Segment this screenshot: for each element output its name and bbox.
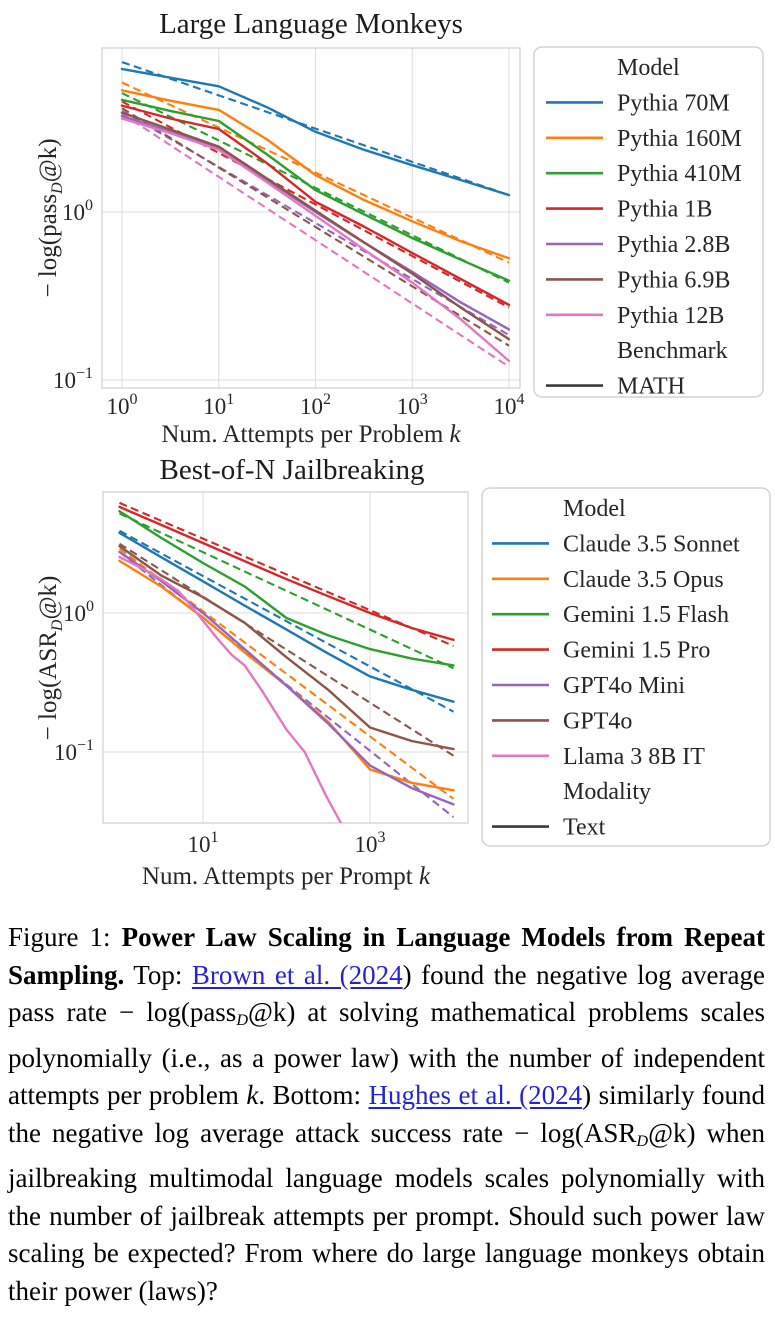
legend-label: GPT4o Mini [563,673,685,699]
legend: Model Pythia 70M Pythia 160M Pythia 410M Pyt… [533,46,764,400]
fit-line-pythia-160m [121,81,510,264]
fit-line-pythia-12b [121,112,510,368]
legend-label: Pythia 410M [617,161,742,187]
x-tick-label: 104 [494,391,525,419]
legend-label: MATH [617,374,685,400]
series-line-pythia-160m [120,89,511,260]
y-tick-label: 100 [63,598,94,626]
caption-text: k [246,1080,259,1111]
series-line-llama-3-8b-it [118,555,343,823]
series-line-pythia-70m [120,67,511,197]
series-line-gemini-1-5-pro [118,505,455,642]
legend-label: Pythia 1B [617,197,712,223]
legend-label: Pythia 2.8B [617,232,730,258]
legend-label: Pythia 70M [617,90,730,116]
citation-link[interactable]: Brown et al. (2024 [191,959,403,990]
legend-header: Benchmark [617,338,728,364]
legend-label: Gemini 1.5 Pro [563,638,710,664]
legend: Model Claude 3.5 Sonnet Claude 3.5 Opus Gem… [481,487,771,847]
x-tick-label: 100 [107,391,138,419]
series-line-claude-3-5-opus [118,559,455,792]
legend-box [481,487,771,847]
caption-text: Figure 1: [8,922,122,952]
legend-header: Modality [563,779,651,805]
x-tick-label: 101 [188,829,219,857]
caption-text: ) found the negative log average pass ra… [8,959,765,1028]
legend-label: Claude 3.5 Sonnet [563,531,740,557]
x-tick-label: 101 [203,391,234,419]
caption-text: Top: [124,959,192,990]
legend-label: Gemini 1.5 Flash [563,602,729,628]
citation-link[interactable]: Hughes et al. (2024 [368,1080,583,1111]
x-axis-label: Num. Attempts per Problem k [161,421,461,448]
legend-label: Claude 3.5 Opus [563,567,724,593]
legend-label: Llama 3 8B IT [563,744,705,770]
series-line-pythia-6-9b [120,111,511,341]
x-tick-label: 103 [397,391,428,419]
x-tick-label: 102 [300,391,331,419]
figure-caption: Figure 1: Power Law Scaling in Language … [8,919,765,1310]
fit-line-gpt4o [118,542,455,757]
legend-label: Pythia 6.9B [617,267,730,293]
y-axis-label: − log(passD@k) [35,138,66,297]
fit-line-pythia-1b [121,100,510,309]
legend-label: GPT4o [563,708,632,734]
x-axis-label: Num. Attempts per Prompt k [142,863,431,890]
caption-text: @k) when jailbreaking multimodal languag… [8,1117,765,1306]
caption-text: D [236,1011,249,1030]
caption-text: ) similarly found the negative log avera… [8,1080,766,1148]
series-line-pythia-410m [120,98,511,282]
caption-text: @k) at solving mathematical problems sca… [8,997,765,1111]
y-tick-label: 10−1 [54,737,94,765]
series-line-gpt4o [118,544,455,751]
legend-label: Pythia 12B [617,303,724,329]
y-axis-label: − log(ASRD@k) [35,576,66,741]
series-line-claude-3-5-sonnet [118,531,455,703]
series-line-pythia-1b [120,104,511,307]
x-tick-label: 103 [355,829,386,857]
fit-line-gemini-1-5-flash [119,512,454,670]
y-tick-label: 100 [62,197,93,225]
legend-box [533,46,764,398]
legend-header: Model [617,55,680,81]
fit-line-pythia-70m [121,61,510,197]
legend-label: Text [563,815,606,841]
figure-charts: 100 101 102 103 104 100 10−1 Large Language Mon… [35,8,771,890]
y-tick-label: 10−1 [53,365,93,393]
caption-bold-title: Power Law Scaling in Language Models fro… [8,922,765,990]
plot-frame [102,491,469,824]
chart-top: 100 101 102 103 104 100 10−1 Large Language Mon… [35,8,764,448]
series-line-pythia-12b [120,117,511,363]
chart-title: Best-of-N Jailbreaking [160,454,425,486]
caption-text: D [636,1131,649,1150]
plot-area [118,501,455,823]
chart-bottom: 101 103 100 10−1 Best-of-N Jailbreaking Num. … [35,454,771,890]
fit-line-pythia-410m [121,92,510,284]
legend-header: Model [563,496,626,522]
plot-frame [101,47,521,389]
series-line-gpt4o-mini [118,550,455,806]
fit-line-claude-3-5-sonnet [118,529,455,713]
plot-area [120,61,511,368]
legend-label: Pythia 160M [617,126,742,152]
series-line-gemini-1-5-flash [118,510,455,667]
chart-title: Large Language Monkeys [159,8,463,40]
caption-text: . Bottom: [258,1080,369,1111]
